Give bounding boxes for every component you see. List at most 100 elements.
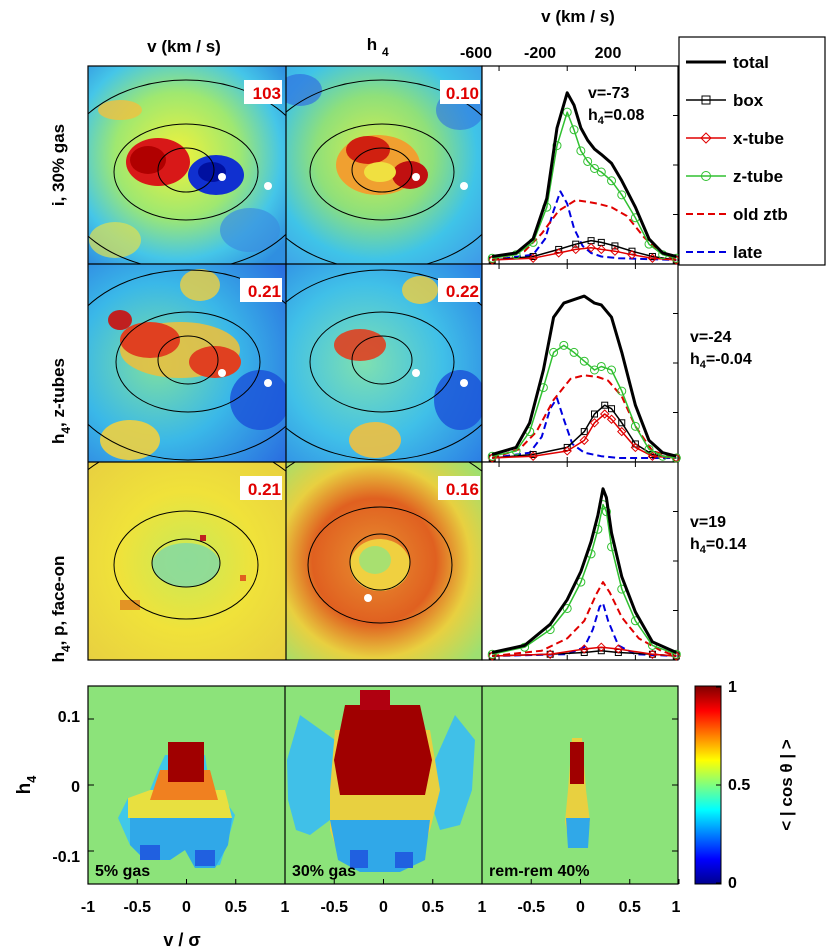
series-line-late xyxy=(492,397,677,459)
badge: 0.21 xyxy=(248,480,281,499)
point xyxy=(606,414,617,424)
col3-ticks: -600 -200 200 xyxy=(460,45,621,62)
legend-label: x-tube xyxy=(733,129,784,148)
badge: 0.22 xyxy=(446,282,479,301)
point xyxy=(647,451,658,461)
bottom-xlabel: v / σ xyxy=(163,930,200,950)
xtick: -0.5 xyxy=(123,899,151,916)
legend: total box x-tube z-tube old ztb late xyxy=(678,36,826,266)
series-line-z-tube xyxy=(492,111,677,259)
series-line-late xyxy=(492,190,677,261)
bottom-ylabel: h4 xyxy=(14,775,39,795)
point xyxy=(608,405,616,413)
point xyxy=(596,361,606,371)
point xyxy=(589,163,599,173)
legend-entry: old ztb xyxy=(686,205,788,224)
point xyxy=(580,428,588,436)
colorbar: 1 0.5 0 < | cos θ | > xyxy=(694,679,796,892)
legend-label: box xyxy=(733,91,764,110)
point xyxy=(562,107,572,117)
point xyxy=(589,418,600,428)
legend-entry: late xyxy=(686,243,762,262)
point xyxy=(562,446,572,456)
point xyxy=(671,453,681,463)
badge: 0.16 xyxy=(446,480,479,499)
ytick: 0 xyxy=(71,779,80,796)
bottom-yticks: 0.1 0 -0.1 xyxy=(52,709,80,866)
xtick: -0.5 xyxy=(320,899,348,916)
point xyxy=(571,244,581,255)
series-line-x-tube xyxy=(492,413,677,459)
point xyxy=(671,651,682,661)
point xyxy=(549,347,559,357)
point xyxy=(569,347,579,357)
map-r3-v xyxy=(88,462,286,660)
point xyxy=(617,386,627,396)
point xyxy=(528,253,538,263)
svg-text:h: h xyxy=(367,35,377,54)
point xyxy=(644,444,654,454)
point xyxy=(583,156,593,166)
point xyxy=(610,246,620,256)
point xyxy=(617,190,627,200)
svg-text:v=-73: v=-73 xyxy=(588,85,629,102)
point xyxy=(647,253,658,263)
legend-entry: z-tube xyxy=(686,167,783,186)
xtick: 0 xyxy=(379,899,388,916)
point xyxy=(487,255,497,265)
series-line-total xyxy=(491,294,677,458)
svg-text:h4=0.14: h4=0.14 xyxy=(690,536,746,556)
series-line-z-tube xyxy=(492,344,677,459)
svg-text:v=-24: v=-24 xyxy=(690,329,731,346)
point xyxy=(553,248,564,258)
svg-text:h4, z-tubes: h4, z-tubes xyxy=(49,358,73,444)
colorbar-tick: 0.5 xyxy=(728,777,750,794)
point xyxy=(671,649,681,659)
colorbar-tick: 0 xyxy=(728,875,737,892)
badge: 103 xyxy=(253,84,281,103)
colorbar-tick: 1 xyxy=(728,679,737,696)
point xyxy=(630,421,640,431)
legend-label: old ztb xyxy=(733,205,788,224)
ytick: 0.1 xyxy=(58,709,80,726)
point xyxy=(601,401,609,409)
point xyxy=(559,340,569,350)
series-line-x-tube xyxy=(492,246,677,261)
point xyxy=(627,250,637,260)
legend-label: late xyxy=(733,243,762,262)
point xyxy=(487,453,497,463)
point xyxy=(607,176,617,186)
point xyxy=(579,644,589,654)
point xyxy=(596,642,607,652)
colorbar-label: < | cos θ | > xyxy=(777,739,796,831)
xtick: 1 xyxy=(672,899,681,916)
point xyxy=(647,649,658,659)
losvd-ticks xyxy=(498,66,678,660)
point xyxy=(569,125,579,135)
col1-title: v (km / s) xyxy=(147,37,221,56)
xtick: -1 xyxy=(81,899,95,916)
xtick: 0 xyxy=(576,899,585,916)
col3-tick: 200 xyxy=(595,45,622,62)
col3-tick: -200 xyxy=(524,45,556,62)
point xyxy=(579,435,589,446)
legend-label: total xyxy=(733,53,769,72)
row-label-2: h4, z-tubes xyxy=(49,358,73,444)
map-r2-v xyxy=(88,264,286,462)
svg-text:v=19: v=19 xyxy=(690,514,726,531)
bottom-panel-label: rem-rem 40% xyxy=(489,863,590,880)
point xyxy=(528,451,538,461)
bottom-panel-label: 30% gas xyxy=(292,863,356,880)
point xyxy=(630,442,641,453)
svg-text:h4=0.08: h4=0.08 xyxy=(588,107,644,127)
series-line-box xyxy=(492,239,677,261)
point xyxy=(611,242,619,250)
annot-r2: v=-24 h4=-0.04 xyxy=(690,329,752,371)
svg-text:4: 4 xyxy=(382,45,389,59)
point xyxy=(648,252,656,260)
series-line-total xyxy=(491,91,677,258)
col3-tick: -600 xyxy=(460,45,492,62)
svg-text:h4, p, face-on: h4, p, face-on xyxy=(49,556,73,663)
xtick: 0 xyxy=(182,899,191,916)
point xyxy=(576,146,586,156)
